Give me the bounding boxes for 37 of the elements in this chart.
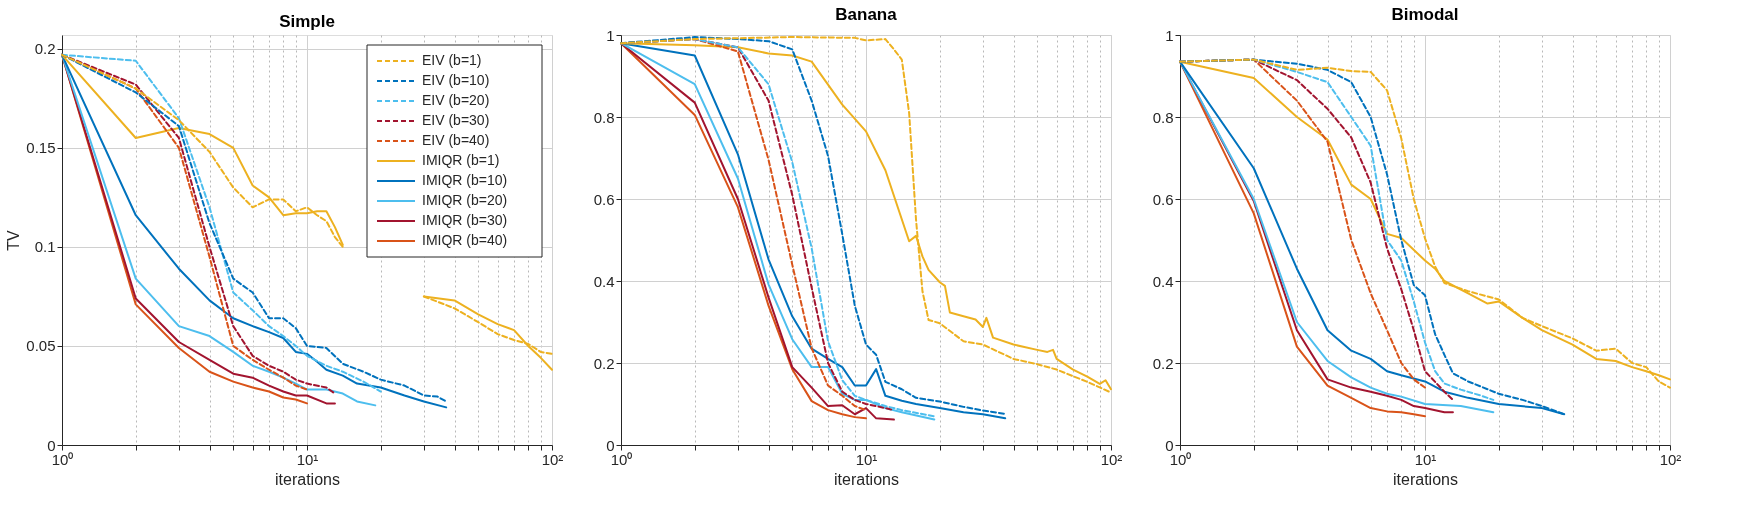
legend-label: EIV (b=10): [422, 72, 490, 88]
legend-label: EIV (b=40): [422, 132, 490, 148]
y-tick-label: 0.1: [34, 238, 56, 256]
y-tick-label: 0.8: [1152, 108, 1174, 126]
x-tick-label: 10¹: [1414, 450, 1437, 468]
x-tick-label: 10¹: [855, 450, 878, 468]
chart-title: Banana: [835, 5, 898, 24]
x-axis-title: iterations: [1393, 470, 1458, 488]
legend-label: IMIQR (b=30): [422, 212, 508, 228]
x-axis-title: iterations: [275, 470, 340, 488]
y-tick-label: 1: [606, 26, 615, 44]
legend-label: EIV (b=20): [422, 92, 490, 108]
y-tick-label: 1: [1165, 26, 1174, 44]
x-axis-title: iterations: [834, 470, 899, 488]
y-tick-label: 0.15: [26, 139, 56, 157]
y-tick-label: 0.6: [593, 190, 615, 208]
y-tick-label: 0.4: [593, 272, 615, 290]
legend-label: IMIQR (b=40): [422, 232, 508, 248]
y-tick-label: 0.2: [34, 40, 56, 58]
y-tick-label: 0.05: [26, 337, 56, 355]
x-tick-label: 10²: [1100, 450, 1123, 468]
y-tick-label: 0.6: [1152, 190, 1174, 208]
x-tick-label: 10¹: [296, 450, 319, 468]
legend-label: EIV (b=30): [422, 112, 490, 128]
y-tick-label: 0.2: [1152, 354, 1174, 372]
y-tick-label: 0.4: [1152, 272, 1174, 290]
chart-title: Simple: [279, 12, 335, 31]
y-tick-label: 0.2: [593, 354, 615, 372]
y-axis-title: TV: [5, 229, 23, 251]
chart-title: Bimodal: [1391, 5, 1459, 24]
legend-label: IMIQR (b=10): [422, 172, 508, 188]
x-tick-label: 10²: [1659, 450, 1682, 468]
legend-label: IMIQR (b=1): [422, 152, 500, 168]
legend-label: IMIQR (b=20): [422, 192, 508, 208]
y-tick-label: 0.8: [593, 108, 615, 126]
legend-label: EIV (b=1): [422, 52, 482, 68]
x-tick-label: 10²: [541, 450, 564, 468]
